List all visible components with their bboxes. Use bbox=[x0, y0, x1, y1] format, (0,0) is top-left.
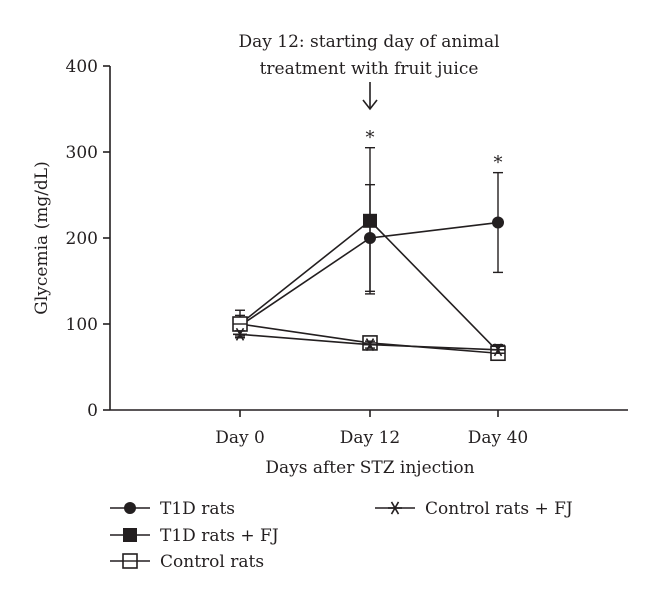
data-point bbox=[232, 316, 248, 332]
y-axis-label: Glycemia (mg/dL) bbox=[32, 161, 52, 314]
legend-label: Control rats + FJ bbox=[425, 499, 573, 519]
annotation-line-2: treatment with fruit juice bbox=[260, 59, 479, 79]
y-tick-label: 400 bbox=[66, 57, 98, 77]
legend-label: T1D rats bbox=[160, 499, 235, 519]
x-axis-label: Days after STZ injection bbox=[265, 458, 474, 478]
legend-item: Control rats bbox=[110, 552, 264, 572]
data-point bbox=[363, 213, 377, 228]
legend-marker bbox=[122, 553, 138, 569]
x-tick-label: Day 40 bbox=[468, 428, 528, 448]
data-point bbox=[363, 338, 377, 352]
data-point bbox=[491, 343, 505, 357]
axes: 0 100 200 300 400 Day 0 Day 12 Day 40 bbox=[66, 57, 628, 448]
data-point-stroke bbox=[235, 327, 245, 341]
legend-marker bbox=[123, 528, 137, 542]
legend-marker-stroke bbox=[390, 501, 400, 515]
legend-label: Control rats bbox=[160, 552, 264, 572]
annotation-line-1: Day 12: starting day of animal bbox=[238, 32, 499, 52]
series-2 bbox=[233, 146, 505, 360]
data-point bbox=[492, 216, 504, 229]
legend-item: T1D rats bbox=[110, 499, 235, 519]
annotation-arrow bbox=[362, 82, 378, 111]
series-1: ** bbox=[234, 128, 504, 337]
significance-mark: * bbox=[494, 153, 503, 174]
x-tick-label: Day 0 bbox=[215, 428, 265, 448]
data-point-stroke bbox=[493, 343, 503, 357]
legend-item: Control rats + FJ bbox=[375, 499, 573, 519]
arrow-head bbox=[362, 99, 378, 111]
legend-label: T1D rats + FJ bbox=[160, 526, 279, 546]
series-4 bbox=[233, 327, 505, 357]
series-3 bbox=[232, 316, 506, 362]
legend-marker bbox=[124, 502, 136, 514]
x-tick-label: Day 12 bbox=[340, 428, 400, 448]
legend-marker bbox=[388, 501, 402, 515]
y-tick-label: 200 bbox=[66, 229, 98, 249]
y-tick-label: 0 bbox=[87, 401, 98, 421]
data-point-stroke bbox=[365, 338, 375, 352]
data-point bbox=[233, 327, 247, 341]
y-tick-label: 300 bbox=[66, 143, 98, 163]
legend: T1D rats T1D rats + FJ Control rats Control… bbox=[110, 499, 573, 572]
significance-mark: * bbox=[366, 128, 375, 149]
legend-item: T1D rats + FJ bbox=[110, 526, 279, 546]
y-tick-label: 100 bbox=[66, 315, 98, 335]
series-layer: ** bbox=[232, 128, 506, 362]
